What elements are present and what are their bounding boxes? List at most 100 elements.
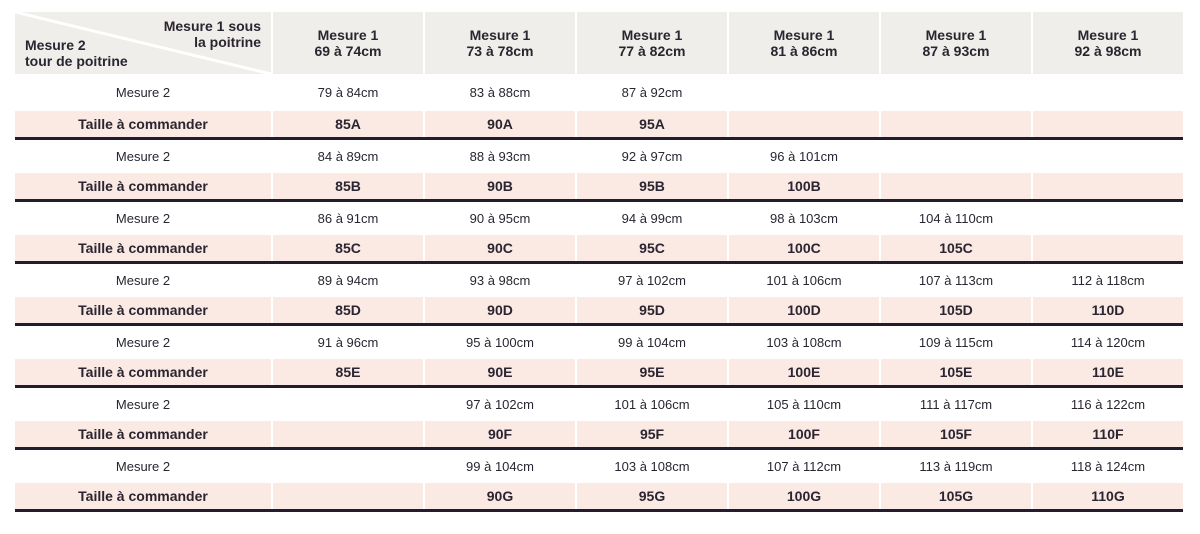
size-group: Mesure 2 79 à 84cm 83 à 88cm 87 à 92cm Taill… (15, 74, 1183, 140)
size-cell: 105D (881, 297, 1031, 323)
measure-cell: 94 à 99cm (621, 211, 683, 226)
measure-cell: 105 à 110cm (766, 397, 842, 412)
measure-cell: 95 à 100cm (466, 335, 534, 350)
size-group: Mesure 2 91 à 96cm 95 à 100cm 99 à 104cm 103… (15, 326, 1183, 388)
corner-top-label: Mesure 1 sous la poitrine (163, 18, 261, 50)
measure-cell: 99 à 104cm (466, 459, 534, 474)
measure-cell: 113 à 119cm (919, 459, 993, 474)
size-group: Mesure 2 89 à 94cm 93 à 98cm 97 à 102cm 101 … (15, 264, 1183, 326)
size-cell: 90G (425, 483, 575, 509)
measure-cell: 109 à 115cm (918, 335, 994, 350)
header-row: Mesure 1 sous la poitrine Mesure 2 tour de… (15, 12, 1183, 74)
size-chart-table: Mesure 1 sous la poitrine Mesure 2 tour de… (15, 12, 1183, 512)
size-cell: 95F (577, 421, 727, 447)
size-cell: 110G (1033, 483, 1183, 509)
size-cell: 95E (577, 359, 727, 385)
size-cell: 90B (425, 173, 575, 199)
size-cell: 110F (1033, 421, 1183, 447)
measure-cell: 101 à 106cm (614, 397, 690, 412)
size-cell: 100E (729, 359, 879, 385)
size-cell: 85E (273, 359, 423, 385)
size-group: Mesure 2 99 à 104cm 103 à 108cm 107 à 112cm… (15, 450, 1183, 512)
size-row: Taille à commander 90F 95F 100F 105F 110F (15, 421, 1183, 447)
corner-bottom-label: Mesure 2 tour de poitrine (25, 37, 128, 69)
measure-row: Mesure 2 99 à 104cm 103 à 108cm 107 à 112cm… (15, 450, 1183, 483)
size-group: Mesure 2 84 à 89cm 88 à 93cm 92 à 97cm 96 à … (15, 140, 1183, 202)
column-header: Mesure 1 69 à 74cm (273, 12, 423, 74)
size-cell: 100C (729, 235, 879, 261)
corner-header: Mesure 1 sous la poitrine Mesure 2 tour de… (15, 12, 271, 74)
size-cell (1033, 111, 1183, 137)
measure-label: Mesure 2 (115, 85, 171, 100)
measure-cell: 97 à 102cm (466, 397, 534, 412)
column-header: Mesure 1 92 à 98cm (1033, 12, 1183, 74)
size-cell: 100F (729, 421, 879, 447)
diagonal-divider (15, 12, 271, 74)
size-cell (1033, 235, 1183, 261)
size-cell: 90E (425, 359, 575, 385)
measure-cell: 118 à 124cm (1070, 459, 1146, 474)
size-cell (1033, 173, 1183, 199)
size-row: Taille à commander 85A 90A 95A (15, 111, 1183, 137)
size-label: Taille à commander (15, 297, 271, 323)
measure-cell (273, 450, 423, 483)
size-cell: 95A (577, 111, 727, 137)
measure-cell: 89 à 94cm (317, 273, 379, 288)
measure-cell: 86 à 91cm (317, 211, 379, 226)
size-label: Taille à commander (15, 111, 271, 137)
measure-cell (1033, 74, 1183, 111)
size-cell (729, 111, 879, 137)
measure-cell (729, 74, 879, 111)
column-header: Mesure 1 77 à 82cm (577, 12, 727, 74)
size-cell: 110E (1033, 359, 1183, 385)
size-cell: 90C (425, 235, 575, 261)
size-cell (273, 483, 423, 509)
size-group: Mesure 2 86 à 91cm 90 à 95cm 94 à 99cm 98 à … (15, 202, 1183, 264)
measure-cell: 112 à 118cm (1071, 273, 1145, 288)
measure-label: Mesure 2 (115, 211, 171, 226)
measure-cell: 83 à 88cm (469, 85, 531, 100)
measure-cell: 98 à 103cm (770, 211, 838, 226)
measure-row: Mesure 2 84 à 89cm 88 à 93cm 92 à 97cm 96 à … (15, 140, 1183, 173)
size-cell: 85C (273, 235, 423, 261)
size-label: Taille à commander (15, 173, 271, 199)
measure-cell (881, 74, 1031, 111)
size-cell (881, 111, 1031, 137)
measure-row: Mesure 2 79 à 84cm 83 à 88cm 87 à 92cm (15, 74, 1183, 111)
measure-cell: 90 à 95cm (469, 211, 531, 226)
size-cell (273, 421, 423, 447)
measure-cell: 93 à 98cm (469, 273, 531, 288)
measure-cell: 79 à 84cm (317, 85, 379, 100)
size-group: Mesure 2 97 à 102cm 101 à 106cm 105 à 110cm… (15, 388, 1183, 450)
measure-cell: 111 à 117cm (919, 397, 993, 412)
measure-cell: 101 à 106cm (766, 273, 842, 288)
measure-cell: 84 à 89cm (317, 149, 379, 164)
measure-row: Mesure 2 97 à 102cm 101 à 106cm 105 à 110cm… (15, 388, 1183, 421)
measure-cell: 114 à 120cm (1070, 335, 1146, 350)
measure-cell: 104 à 110cm (918, 211, 994, 226)
size-cell: 85A (273, 111, 423, 137)
measure-cell: 99 à 104cm (618, 335, 686, 350)
size-label: Taille à commander (15, 421, 271, 447)
size-row: Taille à commander 85D 90D 95D 100D 105D 110D (15, 297, 1183, 323)
size-cell: 95G (577, 483, 727, 509)
size-label: Taille à commander (15, 359, 271, 385)
measure-cell (1033, 202, 1183, 235)
measure-cell: 97 à 102cm (618, 273, 686, 288)
measure-cell (273, 388, 423, 421)
measure-cell: 103 à 108cm (614, 459, 690, 474)
measure-label: Mesure 2 (115, 459, 171, 474)
measure-cell: 88 à 93cm (469, 149, 531, 164)
size-cell: 105C (881, 235, 1031, 261)
measure-cell: 96 à 101cm (770, 149, 838, 164)
size-label: Taille à commander (15, 235, 271, 261)
column-header: Mesure 1 73 à 78cm (425, 12, 575, 74)
size-cell: 110D (1033, 297, 1183, 323)
measure-row: Mesure 2 86 à 91cm 90 à 95cm 94 à 99cm 98 à … (15, 202, 1183, 235)
measure-label: Mesure 2 (115, 149, 171, 164)
column-header: Mesure 1 81 à 86cm (729, 12, 879, 74)
size-cell: 90A (425, 111, 575, 137)
measure-label: Mesure 2 (115, 273, 171, 288)
size-cell: 105E (881, 359, 1031, 385)
size-row: Taille à commander 85B 90B 95B 100B (15, 173, 1183, 199)
